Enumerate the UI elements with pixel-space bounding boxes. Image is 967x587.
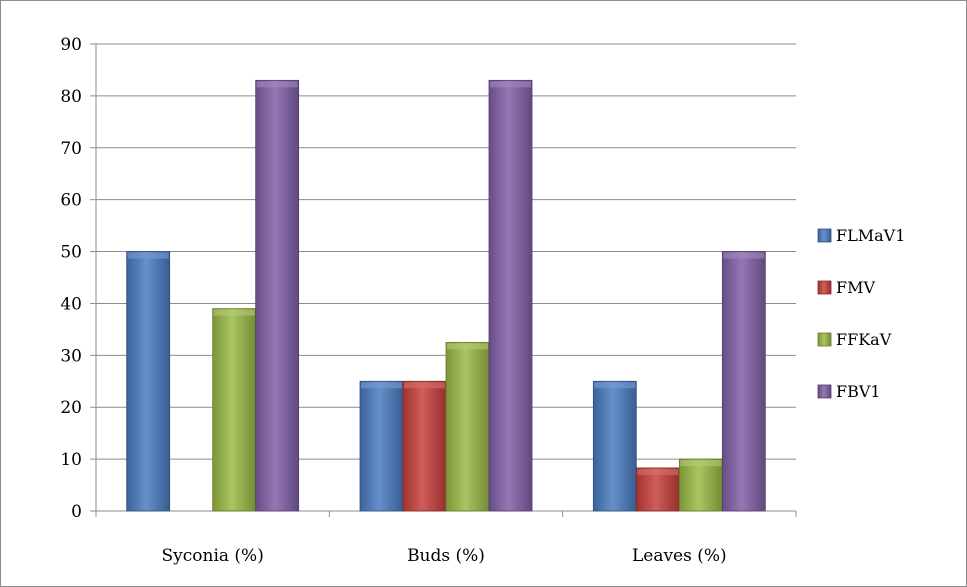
bar-highlight [213, 309, 255, 316]
y-tick-label: 20 [60, 398, 82, 418]
legend-swatch-fbv1 [817, 384, 832, 399]
bar-ffkav-2 [678, 458, 723, 512]
bar-fmv-1 [402, 380, 447, 512]
legend-swatch-ffkav [817, 332, 832, 347]
legend: FLMaV1 FMV FFKaV FBV1 [817, 226, 905, 401]
bar-highlight [361, 382, 402, 389]
y-tick-label: 10 [60, 450, 82, 470]
bar-highlight [680, 460, 722, 467]
x-tick-label: Syconia (%) [161, 546, 263, 566]
legend-label-fbv1: FBV1 [836, 382, 881, 401]
bar-highlight [404, 382, 445, 389]
bar-highlight [490, 81, 531, 88]
legend-swatch-flmav1 [817, 228, 832, 243]
bar-fmv-2 [635, 467, 680, 512]
bar-fbv1-1 [488, 79, 533, 512]
bar-highlight [447, 343, 488, 350]
bar-flmav1-0 [126, 251, 171, 512]
y-tick-label: 70 [60, 139, 82, 159]
bar-highlight [256, 81, 298, 88]
bar-highlight [637, 468, 679, 475]
bar-highlight [127, 252, 169, 259]
y-tick-label: 80 [60, 87, 82, 107]
legend-label-fmv: FMV [836, 278, 875, 297]
bar-highlight [723, 252, 765, 259]
legend-label-flmav1: FLMaV1 [836, 226, 905, 245]
bar-fbv1-0 [255, 79, 300, 512]
y-tick-label: 60 [60, 191, 82, 211]
bar-flmav1-1 [359, 380, 404, 512]
y-tick-label: 0 [71, 502, 82, 522]
bar-highlight [594, 382, 636, 389]
x-tick-label: Buds (%) [407, 546, 485, 566]
y-tick-label: 90 [60, 35, 82, 55]
y-tick-label: 30 [60, 346, 82, 366]
bar-ffkav-1 [445, 341, 490, 512]
bars [126, 79, 766, 512]
bar-flmav1-2 [592, 380, 637, 512]
x-tick-label: Leaves (%) [632, 546, 727, 566]
y-tick-label: 40 [60, 294, 82, 314]
bar-fbv1-2 [721, 251, 766, 512]
y-tick-labels: 0 10 20 30 40 50 60 70 80 90 [60, 35, 82, 522]
y-tick-label: 50 [60, 243, 82, 263]
bar-ffkav-0 [212, 308, 257, 512]
legend-label-ffkav: FFKaV [836, 330, 892, 349]
legend-swatch-fmv [817, 280, 832, 295]
x-tick-labels: Syconia (%) Buds (%) Leaves (%) [161, 546, 726, 566]
